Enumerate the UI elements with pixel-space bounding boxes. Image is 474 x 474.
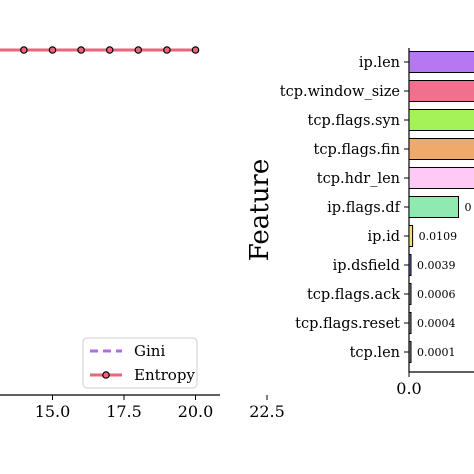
bar-value-label: 0.0039 bbox=[417, 259, 456, 272]
feature-label: ip.len bbox=[359, 55, 400, 71]
bar-ip-flags-df bbox=[408, 196, 459, 218]
bar-value-label: 0.0004 bbox=[417, 317, 456, 330]
bar-ip-dsfield bbox=[408, 254, 412, 276]
bar-tcp-flags-ack bbox=[408, 283, 412, 305]
feature-label: tcp.hdr_len bbox=[317, 171, 400, 187]
bar-tcp-hdr_len bbox=[408, 167, 474, 189]
entropy-marker bbox=[163, 46, 171, 54]
bar-value-label: 0.0001 bbox=[417, 346, 456, 359]
feature-label: tcp.flags.reset bbox=[295, 316, 400, 332]
feature-label: tcp.flags.fin bbox=[314, 142, 401, 158]
left-x-tick-label: 20.0 bbox=[178, 402, 214, 421]
legend-label-entropy: Entropy bbox=[134, 366, 195, 384]
feature-label: ip.id bbox=[368, 229, 400, 245]
bar-value-label: 0 bbox=[465, 201, 472, 214]
right-x-tick-label: 0.0 bbox=[396, 379, 421, 398]
entropy-marker bbox=[20, 46, 28, 54]
bar-tcp-flags-fin bbox=[408, 138, 474, 160]
entropy-marker bbox=[134, 46, 143, 54]
bar-tcp-len bbox=[408, 341, 412, 363]
entropy-marker bbox=[105, 46, 114, 54]
bar-tcp-window_size bbox=[408, 80, 474, 102]
legend-marker bbox=[102, 371, 110, 379]
feature-label: tcp.flags.ack bbox=[307, 287, 400, 303]
bar-tcp-flags-syn bbox=[408, 109, 474, 131]
feature-label: tcp.window_size bbox=[280, 84, 400, 100]
feature-label: ip.flags.df bbox=[327, 200, 401, 216]
bar-value-label: 0.0109 bbox=[419, 230, 458, 243]
entropy-marker bbox=[77, 46, 85, 54]
entropy-marker bbox=[48, 46, 57, 54]
left-x-tick-label: 22.5 bbox=[249, 402, 285, 421]
bar-ip-len bbox=[408, 51, 474, 73]
bar-tcp-flags-reset bbox=[408, 312, 412, 334]
left-x-tick-label: 15.0 bbox=[35, 402, 71, 421]
entropy-marker bbox=[191, 46, 200, 54]
legend-label-gini: Gini bbox=[134, 342, 165, 360]
feature-label: tcp.len bbox=[350, 345, 400, 361]
feature-label: ip.dsfield bbox=[333, 258, 400, 274]
feature-label: tcp.flags.syn bbox=[308, 113, 400, 129]
bar-value-label: 0.0006 bbox=[417, 288, 456, 301]
bar-ip-id bbox=[408, 225, 414, 247]
y-axis-title: Feature bbox=[245, 159, 275, 262]
left-x-tick-label: 17.5 bbox=[106, 402, 142, 421]
